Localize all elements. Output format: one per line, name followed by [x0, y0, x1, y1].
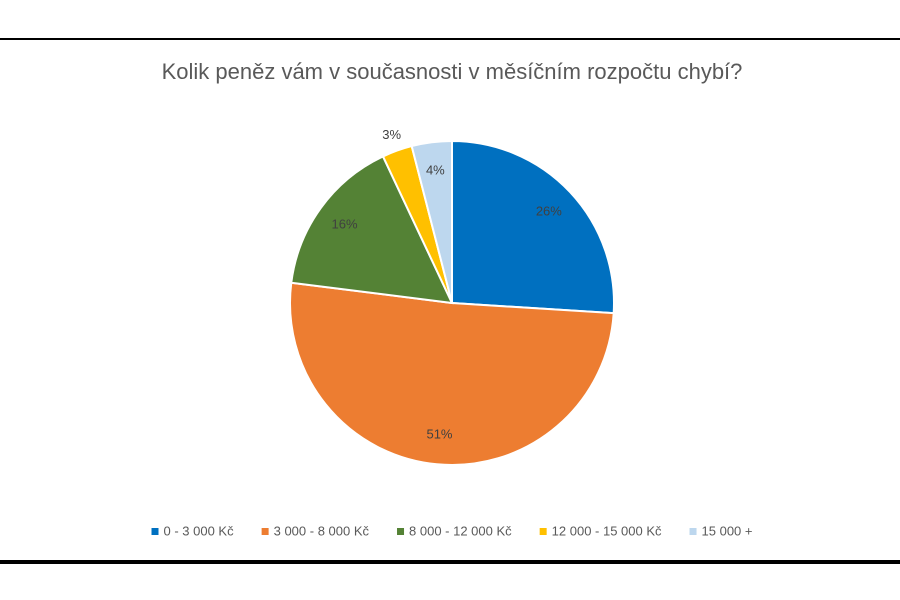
legend-label: 8 000 - 12 000 Kč	[409, 523, 512, 538]
legend-marker	[151, 528, 159, 535]
pie-slice	[290, 155, 454, 305]
legend-marker	[539, 528, 547, 535]
value-label: 3%	[382, 127, 401, 142]
pie-slice	[410, 139, 453, 304]
legend-marker	[689, 528, 697, 535]
legend-label: 12 000 - 15 000 Kč	[552, 523, 662, 538]
legend-label: 3 000 - 8 000 Kč	[274, 523, 370, 538]
value-label: 26%	[536, 204, 562, 219]
legend-marker	[261, 528, 269, 535]
value-label: 4%	[426, 163, 445, 178]
pie: 26% 51% 16% 3% 4%	[289, 127, 615, 466]
top-border	[0, 38, 900, 40]
legend-label: 15 000 +	[702, 523, 753, 538]
chart-title: Kolik peněz vám v současnosti v měsíčním…	[162, 59, 743, 84]
pie-slice	[451, 139, 615, 315]
value-label: 16%	[332, 216, 358, 231]
legend-marker	[397, 528, 405, 535]
legend: 0 - 3 000 Kč 3 000 - 8 000 Kč 8 000 - 12 0…	[151, 523, 753, 538]
legend-label: 0 - 3 000 Kč	[164, 523, 235, 538]
value-label: 51%	[426, 427, 452, 442]
pie-slice	[289, 281, 615, 466]
bottom-border	[0, 560, 900, 564]
